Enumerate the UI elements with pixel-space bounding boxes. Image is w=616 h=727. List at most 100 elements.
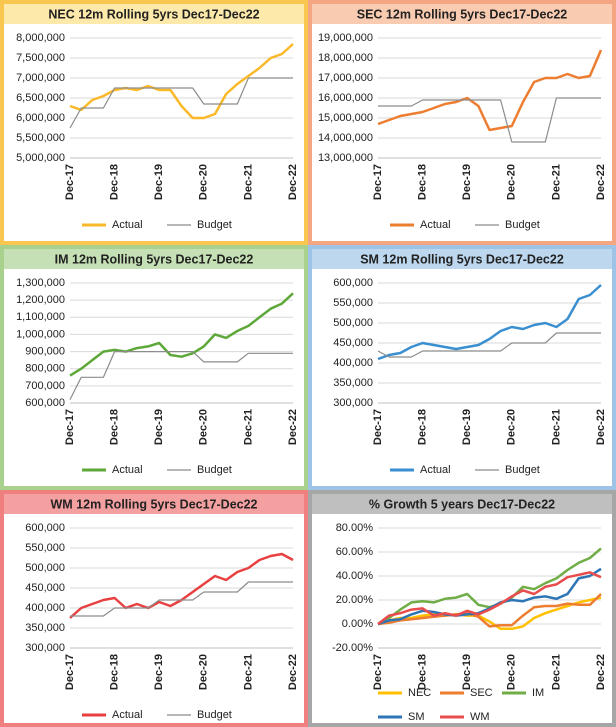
legend-label: Budget xyxy=(197,709,232,721)
legend-label: SEC xyxy=(470,687,493,699)
panel-title: WM 12m Rolling 5yrs Dec17-Dec22 xyxy=(50,497,257,511)
legend-label: Budget xyxy=(505,464,540,476)
y-tick-label: 600,000 xyxy=(25,522,65,534)
x-tick-label: Dec-20 xyxy=(198,409,210,445)
x-tick-label: Dec-20 xyxy=(506,164,518,200)
x-tick-label: Dec-22 xyxy=(595,654,607,690)
x-tick-label: Dec-22 xyxy=(287,409,299,445)
y-tick-label: 1,200,000 xyxy=(16,294,65,306)
series-line xyxy=(70,581,293,617)
x-tick-label: Dec-22 xyxy=(287,654,299,690)
legend-label: Actual xyxy=(112,464,143,476)
x-tick-label: Dec-18 xyxy=(417,409,429,445)
panel-title: IM 12m Rolling 5yrs Dec17-Dec22 xyxy=(55,252,254,266)
y-tick-label: 700,000 xyxy=(25,380,65,392)
y-tick-label: 6,500,000 xyxy=(16,92,65,104)
panel-title: NEC 12m Rolling 5yrs Dec17-Dec22 xyxy=(48,7,259,21)
y-tick-label: 800,000 xyxy=(25,363,65,375)
x-tick-label: Dec-18 xyxy=(417,654,429,690)
y-tick-label: 20.00% xyxy=(336,594,374,606)
y-tick-label: 13,000,000 xyxy=(318,152,373,164)
panel-title-bar xyxy=(4,4,304,24)
x-tick-label: Dec-19 xyxy=(153,164,165,200)
y-tick-label: 6,000,000 xyxy=(16,112,65,124)
x-tick-label: Dec-21 xyxy=(550,409,562,445)
x-tick-label: Dec-19 xyxy=(461,409,473,445)
panel-title-bar xyxy=(4,494,304,514)
y-tick-label: -20.00% xyxy=(332,642,373,654)
x-tick-label: Dec-22 xyxy=(595,409,607,445)
y-tick-label: 15,000,000 xyxy=(318,112,373,124)
legend-label: Actual xyxy=(112,709,143,721)
x-tick-label: Dec-20 xyxy=(506,654,518,690)
x-tick-label: Dec-21 xyxy=(550,654,562,690)
y-tick-label: 450,000 xyxy=(333,337,373,349)
legend-label: NEC xyxy=(408,687,431,699)
x-tick-label: Dec-22 xyxy=(595,164,607,200)
x-tick-label: Dec-17 xyxy=(372,164,384,200)
series-line xyxy=(377,593,602,628)
y-tick-label: 19,000,000 xyxy=(318,32,373,44)
x-tick-label: Dec-20 xyxy=(198,164,210,200)
x-tick-label: Dec-18 xyxy=(109,164,121,200)
x-tick-label: Dec-21 xyxy=(242,654,254,690)
y-tick-label: 900,000 xyxy=(25,345,65,357)
y-tick-label: 350,000 xyxy=(25,622,65,634)
y-tick-label: 300,000 xyxy=(25,642,65,654)
y-tick-label: 14,000,000 xyxy=(318,132,373,144)
x-tick-label: Dec-17 xyxy=(64,164,76,200)
legend-label: Budget xyxy=(197,464,232,476)
series-line xyxy=(377,571,602,625)
x-tick-label: Dec-17 xyxy=(372,654,384,690)
y-tick-label: 5,500,000 xyxy=(16,132,65,144)
y-tick-label: 7,500,000 xyxy=(16,52,65,64)
panel-title-bar xyxy=(312,494,612,514)
series-line xyxy=(69,351,293,400)
y-tick-label: 450,000 xyxy=(25,582,65,594)
x-tick-label: Dec-20 xyxy=(198,654,210,690)
panel-title: SM 12m Rolling 5yrs Dec17-Dec22 xyxy=(360,252,564,266)
series-line xyxy=(69,43,294,120)
x-tick-label: Dec-19 xyxy=(461,654,473,690)
x-tick-label: Dec-22 xyxy=(287,164,299,200)
legend-label: Actual xyxy=(112,219,143,231)
series-line xyxy=(69,77,293,129)
panel-title-bar xyxy=(4,249,304,269)
legend-label: Budget xyxy=(505,219,540,231)
panel-title-bar xyxy=(312,249,612,269)
panel-title: % Growth 5 years Dec17-Dec22 xyxy=(369,497,555,511)
y-tick-label: 5,000,000 xyxy=(16,152,65,164)
x-tick-label: Dec-18 xyxy=(109,654,121,690)
y-tick-label: 40.00% xyxy=(336,570,374,582)
y-tick-label: 17,000,000 xyxy=(318,72,373,84)
x-tick-label: Dec-17 xyxy=(64,409,76,445)
series-line xyxy=(377,284,602,361)
y-tick-label: 550,000 xyxy=(333,297,373,309)
y-tick-label: 400,000 xyxy=(333,357,373,369)
y-tick-label: 1,000,000 xyxy=(16,328,65,340)
legend-label: Actual xyxy=(420,219,451,231)
panel-title-bar xyxy=(312,4,612,24)
y-tick-label: 0.00% xyxy=(342,618,373,630)
series-line xyxy=(378,97,601,143)
legend-label: Budget xyxy=(197,219,232,231)
x-tick-label: Dec-17 xyxy=(372,409,384,445)
series-line xyxy=(377,332,601,358)
x-tick-label: Dec-19 xyxy=(153,409,165,445)
y-tick-label: 300,000 xyxy=(333,397,373,409)
legend-label: IM xyxy=(532,687,544,699)
x-tick-label: Dec-21 xyxy=(242,409,254,445)
series-line xyxy=(377,596,602,631)
y-tick-label: 350,000 xyxy=(333,377,373,389)
y-tick-label: 600,000 xyxy=(25,397,65,409)
x-tick-label: Dec-18 xyxy=(109,409,121,445)
panel-frame xyxy=(0,245,308,490)
panel-frame xyxy=(308,0,616,245)
y-tick-label: 1,100,000 xyxy=(16,311,65,323)
legend-label: WM xyxy=(470,711,490,723)
x-tick-label: Dec-18 xyxy=(417,164,429,200)
y-tick-label: 8,000,000 xyxy=(16,32,65,44)
y-tick-label: 500,000 xyxy=(25,562,65,574)
y-tick-label: 600,000 xyxy=(333,277,373,289)
